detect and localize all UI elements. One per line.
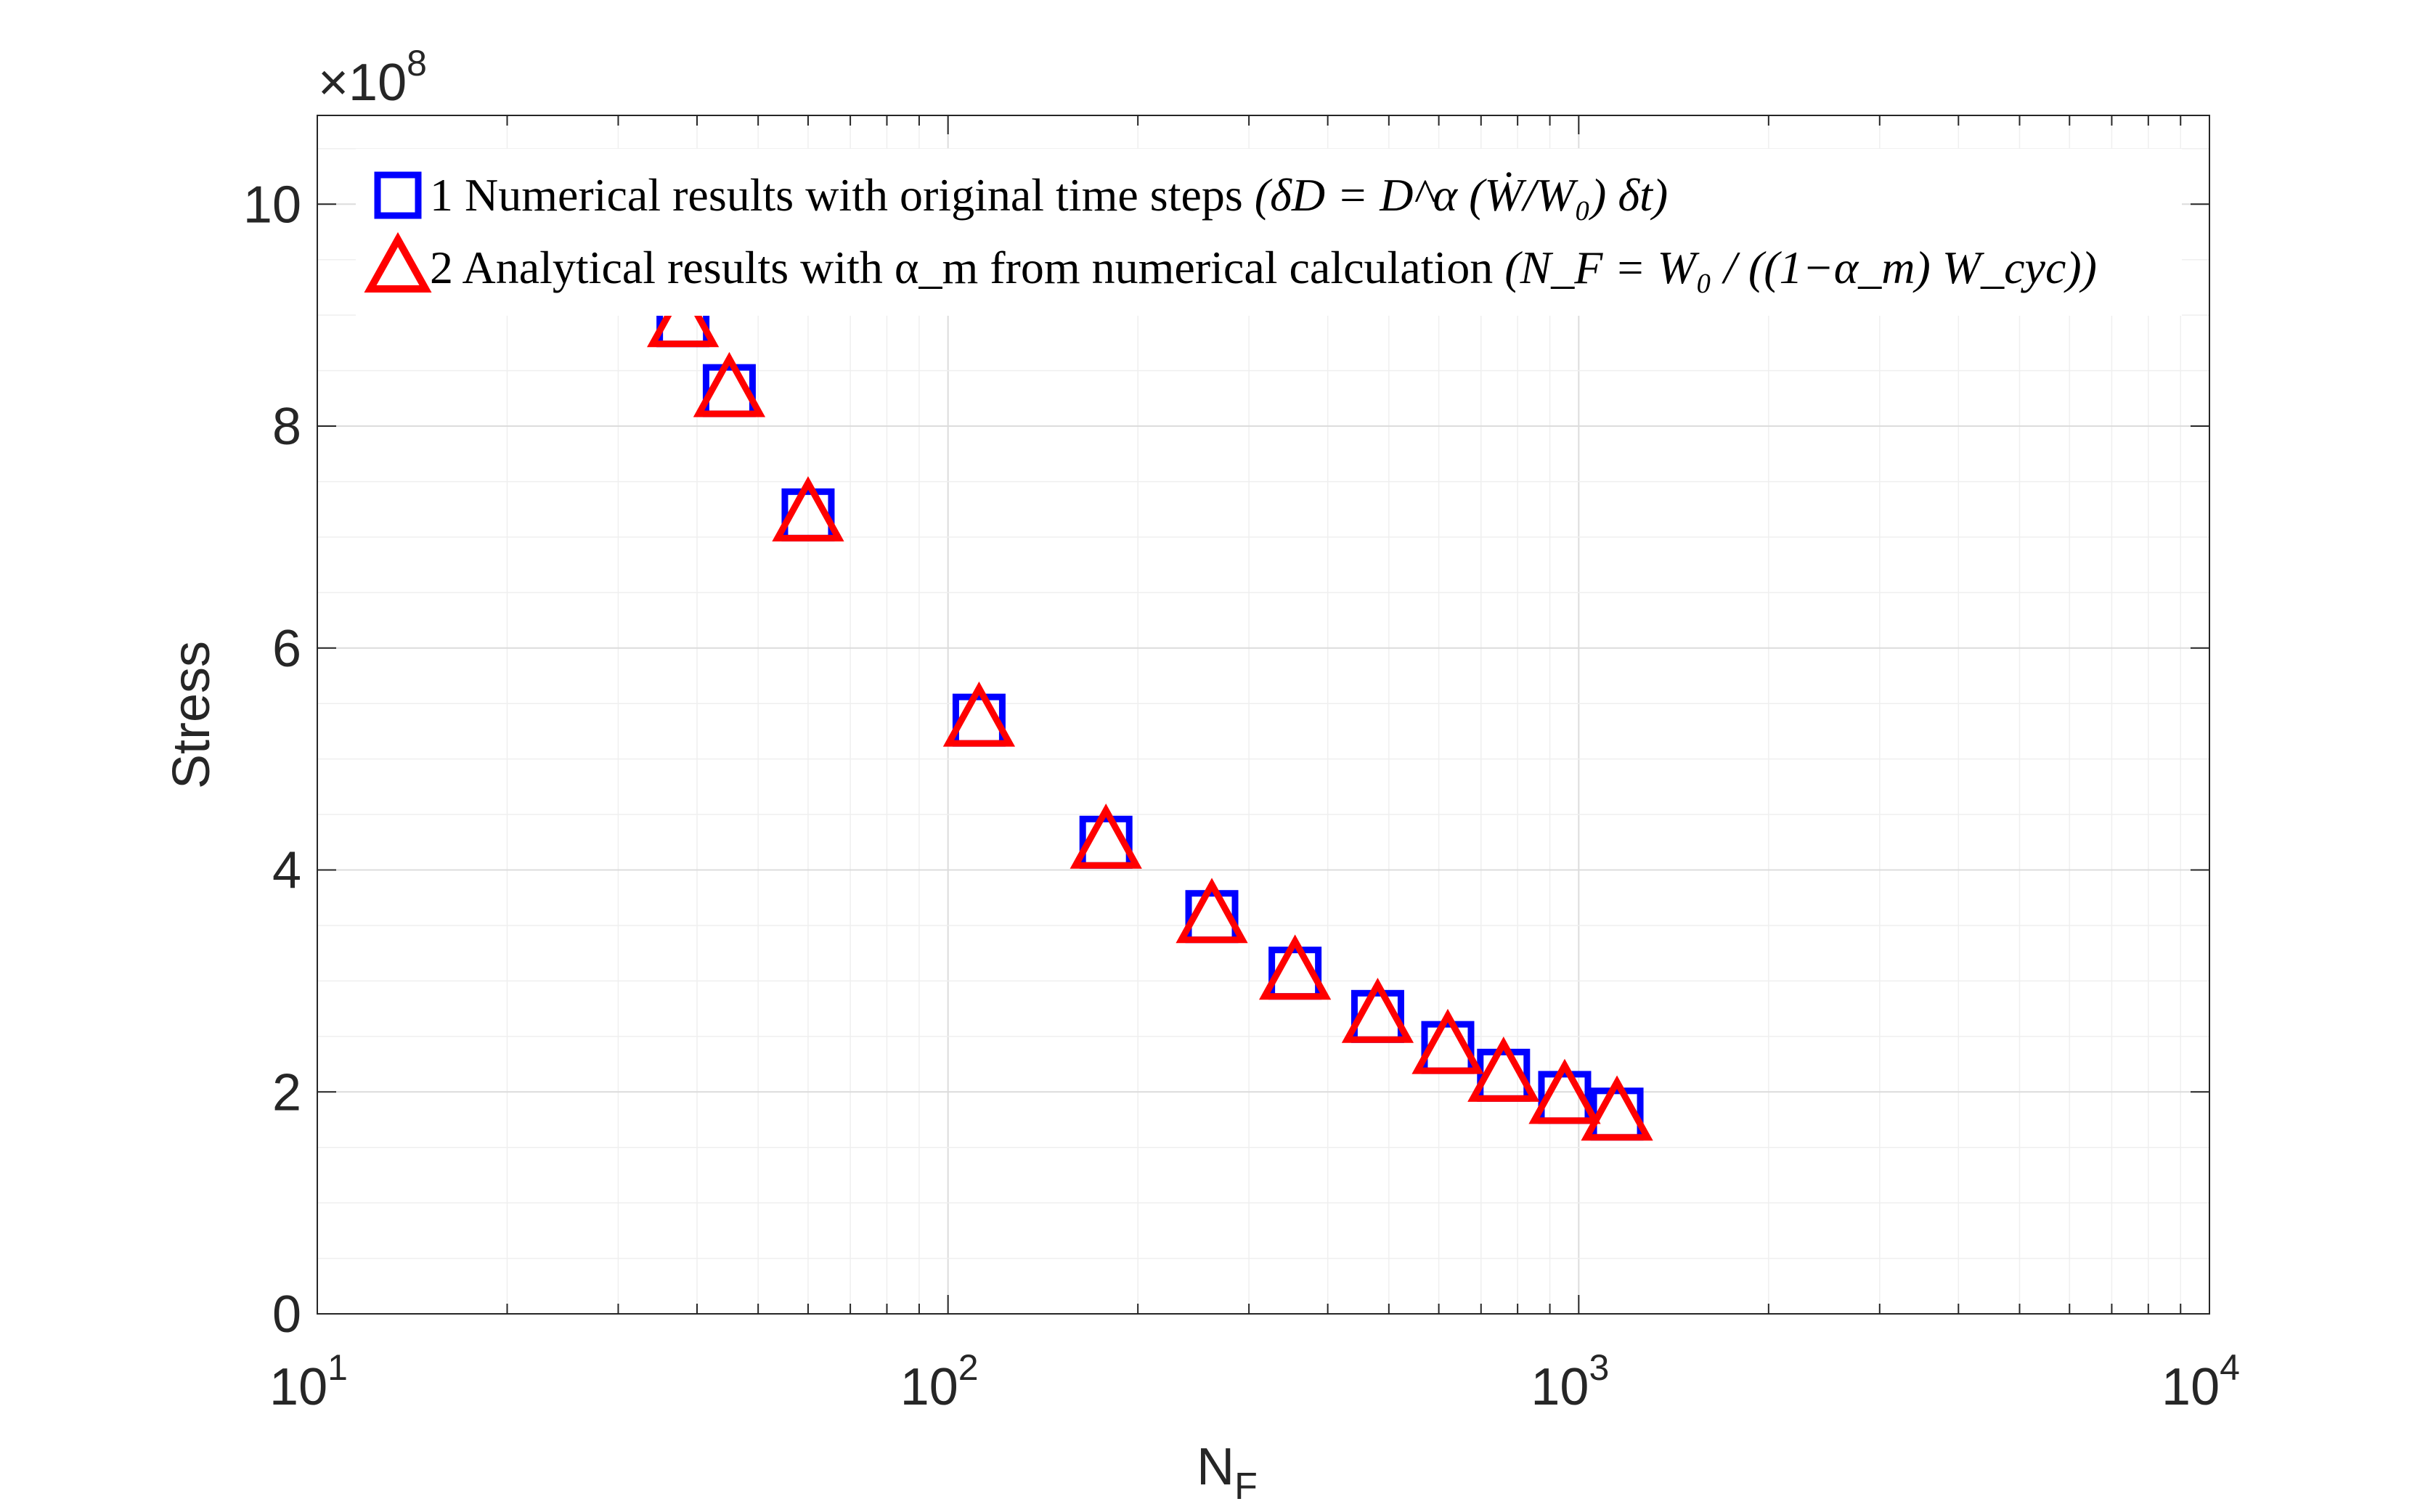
data-point-triangle: [1581, 1075, 1653, 1141]
data-point-triangle: [1176, 878, 1248, 944]
data-point-triangle: [693, 351, 766, 417]
legend-square-marker: [374, 171, 422, 219]
x-axis-label-sub: F: [1234, 1466, 1258, 1508]
legend-equation-analytical: (N_F = W₀ / ((1−α_m) W_cyc)): [1504, 242, 2097, 293]
y-tick-labels: 0 2 4 6 8 10: [243, 176, 301, 1344]
data-point-triangle: [772, 476, 844, 542]
series-triangle: [647, 282, 1653, 1141]
legend-entry-analytical: 2 Analytical results with α_m from numer…: [430, 242, 2097, 293]
plot-box: [317, 115, 2210, 1315]
y-tick-label: 6: [272, 620, 301, 678]
y-exponent-power: 8: [407, 43, 427, 83]
data-series: [647, 282, 1653, 1141]
data-point-triangle: [647, 282, 720, 348]
x-tick-label: 102: [900, 1347, 979, 1416]
y-axis-label: Stress: [163, 641, 221, 789]
y-tick-label: 0: [272, 1286, 301, 1344]
legend-entry-numerical: 1 Numerical results with original time s…: [430, 169, 1668, 221]
x-tick-label: 101: [269, 1347, 348, 1416]
y-tick-label: 4: [272, 842, 301, 900]
legend-triangle-marker: [364, 232, 432, 293]
x-axis-label: NF: [1197, 1438, 1258, 1508]
x-tick-labels: 101 102 103 104: [269, 1347, 2240, 1416]
x-tick-label: 103: [1531, 1347, 1609, 1416]
legend-equation-numerical: (δD = D^α (Ẇ/W₀) δt): [1255, 169, 1668, 221]
data-point-triangle: [1528, 1058, 1601, 1124]
x-tick-label: 104: [2162, 1347, 2240, 1416]
axis-ticks: [317, 115, 2209, 1315]
data-point-triangle: [1411, 1008, 1484, 1074]
legend: 1 Numerical results with original time s…: [356, 149, 2182, 316]
data-point-triangle: [1259, 934, 1332, 1000]
y-exponent-base: ×10: [318, 54, 407, 112]
x-axis-label-main: N: [1197, 1438, 1234, 1496]
y-exponent-label: ×108: [318, 43, 427, 112]
y-tick-label: 10: [243, 176, 301, 234]
data-point-triangle: [1467, 1037, 1540, 1102]
data-point-triangle: [1341, 978, 1414, 1043]
data-point-triangle: [942, 681, 1016, 747]
svg-text:×108: ×108: [318, 43, 427, 112]
legend-background: [356, 149, 2182, 316]
y-tick-label: 2: [272, 1063, 301, 1121]
y-tick-label: 8: [272, 398, 301, 456]
data-point-triangle: [1070, 803, 1142, 869]
